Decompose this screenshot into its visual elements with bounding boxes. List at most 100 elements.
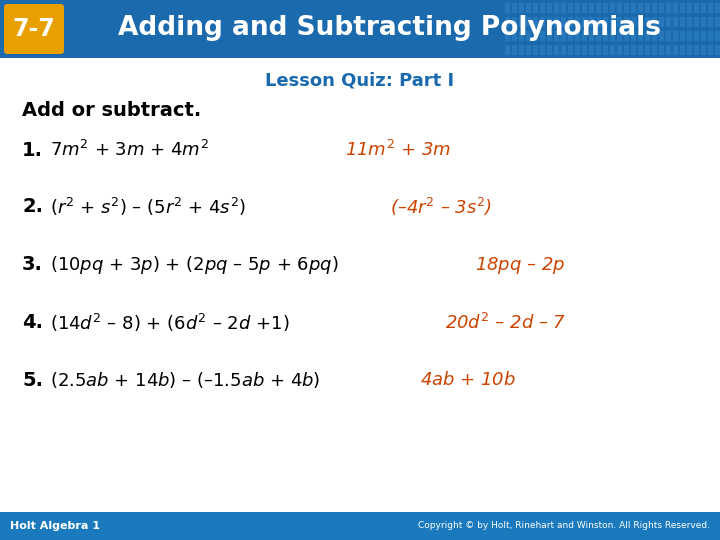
Bar	[680, 3, 685, 13]
Bar	[540, 45, 545, 55]
Text: 4.: 4.	[22, 314, 43, 333]
Bar	[603, 45, 608, 55]
Bar	[596, 31, 601, 41]
Bar	[603, 31, 608, 41]
Bar	[715, 31, 720, 41]
Bar	[505, 31, 510, 41]
Bar	[505, 45, 510, 55]
Text: 7-7: 7-7	[13, 17, 55, 41]
Bar	[512, 31, 517, 41]
Bar	[652, 3, 657, 13]
Bar	[638, 31, 643, 41]
Bar	[638, 17, 643, 27]
Text: Add or subtract.: Add or subtract.	[22, 100, 202, 119]
Bar	[547, 3, 552, 13]
Bar	[603, 3, 608, 13]
Bar	[505, 17, 510, 27]
Bar	[687, 45, 692, 55]
Bar	[519, 3, 524, 13]
Bar	[673, 3, 678, 13]
Bar	[533, 45, 538, 55]
Bar	[589, 3, 594, 13]
Bar	[610, 17, 615, 27]
Bar	[652, 45, 657, 55]
Text: ($r^2$ + $s^2$) – (5$r^2$ + 4$s^2$): ($r^2$ + $s^2$) – (5$r^2$ + 4$s^2$)	[50, 196, 246, 218]
Bar	[645, 31, 650, 41]
Bar	[0, 512, 720, 540]
Bar	[526, 31, 531, 41]
Bar	[617, 31, 622, 41]
Bar	[561, 45, 566, 55]
Bar	[631, 3, 636, 13]
Bar	[680, 31, 685, 41]
Bar	[673, 31, 678, 41]
Bar	[645, 45, 650, 55]
Bar	[540, 3, 545, 13]
Bar	[554, 31, 559, 41]
Bar	[652, 31, 657, 41]
Bar	[512, 45, 517, 55]
Bar	[596, 45, 601, 55]
Bar	[540, 31, 545, 41]
Bar	[708, 3, 713, 13]
Bar	[575, 31, 580, 41]
Bar	[708, 45, 713, 55]
Bar	[582, 17, 587, 27]
Text: (14$d^2$ – 8) + (6$d^2$ – 2$d$ +1): (14$d^2$ – 8) + (6$d^2$ – 2$d$ +1)	[50, 312, 289, 334]
Bar	[631, 31, 636, 41]
Bar	[512, 17, 517, 27]
Bar	[589, 17, 594, 27]
Bar	[680, 17, 685, 27]
Bar	[596, 3, 601, 13]
Bar	[561, 3, 566, 13]
Bar	[561, 31, 566, 41]
Text: 3.: 3.	[22, 255, 43, 274]
Bar	[659, 45, 664, 55]
Bar	[659, 17, 664, 27]
Bar	[547, 31, 552, 41]
Bar	[652, 17, 657, 27]
Bar	[582, 3, 587, 13]
Text: (2.5$ab$ + 14$b$) – (–1.5$ab$ + 4$b$): (2.5$ab$ + 14$b$) – (–1.5$ab$ + 4$b$)	[50, 370, 320, 390]
Bar	[589, 31, 594, 41]
Bar	[680, 45, 685, 55]
Bar	[568, 3, 573, 13]
Bar	[701, 3, 706, 13]
Text: Adding and Subtracting Polynomials: Adding and Subtracting Polynomials	[119, 15, 662, 41]
Bar	[561, 17, 566, 27]
Bar	[673, 45, 678, 55]
Bar	[575, 45, 580, 55]
Bar	[701, 17, 706, 27]
Bar	[694, 45, 699, 55]
Bar	[708, 17, 713, 27]
Bar	[610, 3, 615, 13]
Bar	[610, 45, 615, 55]
Bar	[575, 17, 580, 27]
Bar	[610, 31, 615, 41]
Bar	[638, 45, 643, 55]
Bar	[617, 17, 622, 27]
Bar	[715, 3, 720, 13]
Bar	[673, 17, 678, 27]
Bar	[666, 31, 671, 41]
Bar	[603, 17, 608, 27]
Bar	[624, 31, 629, 41]
Bar	[575, 3, 580, 13]
Bar	[596, 17, 601, 27]
Text: 2.: 2.	[22, 198, 43, 217]
Bar	[631, 17, 636, 27]
Bar	[701, 31, 706, 41]
Bar	[582, 45, 587, 55]
Bar	[526, 17, 531, 27]
Text: (–4$r^2$ – 3$s^2$): (–4$r^2$ – 3$s^2$)	[390, 196, 492, 218]
Text: Lesson Quiz: Part I: Lesson Quiz: Part I	[266, 71, 454, 89]
Text: 20$d^2$ – 2$d$ – 7: 20$d^2$ – 2$d$ – 7	[445, 313, 566, 333]
Bar	[505, 3, 510, 13]
Bar	[624, 3, 629, 13]
Text: 18$pq$ – 2$p$: 18$pq$ – 2$p$	[475, 254, 565, 275]
Bar	[715, 45, 720, 55]
Bar	[624, 17, 629, 27]
Bar	[547, 17, 552, 27]
Text: 5.: 5.	[22, 370, 43, 389]
Bar	[554, 17, 559, 27]
